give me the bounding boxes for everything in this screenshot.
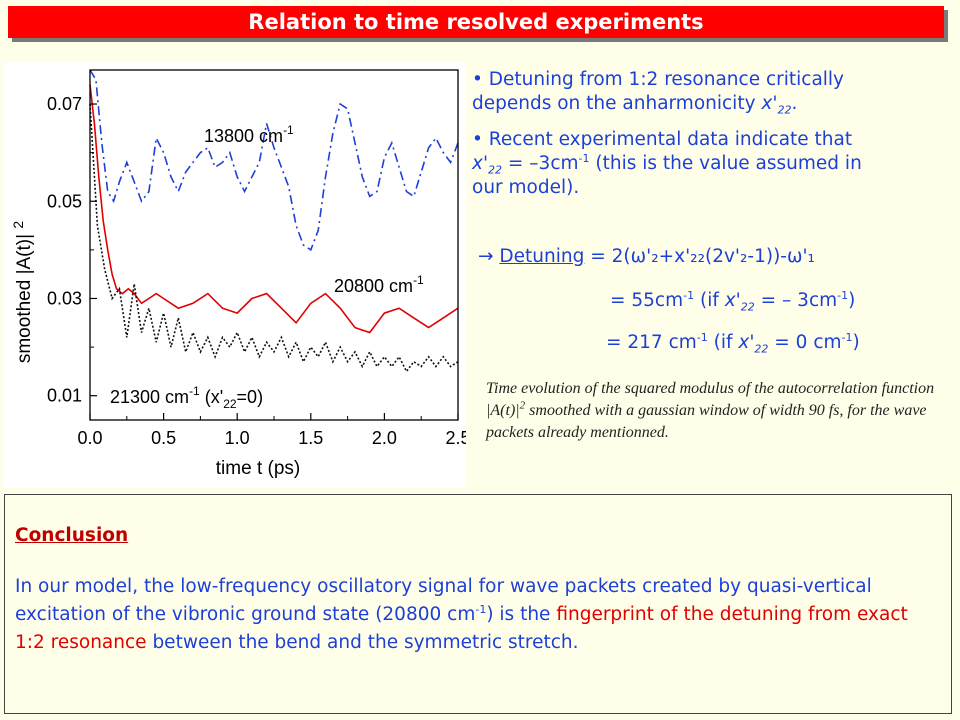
- bullet-list: • Detuning from 1:2 resonance critically…: [472, 68, 952, 212]
- series-line-1: [89, 84, 459, 334]
- y-tick-label-1: 0.03: [47, 288, 82, 308]
- conclusion-heading: Conclusion: [15, 525, 129, 546]
- bullet-1-line-1: Detuning from 1:2 resonance critically: [488, 69, 845, 90]
- caption-part-2: smoothed with a gaussian window of width…: [486, 402, 927, 441]
- conclusion-box: Conclusion In our model, the low-frequen…: [4, 494, 952, 714]
- bullet-2-mid: (this is the value assumed in: [595, 153, 862, 174]
- label-13800: 13800 cm-1: [204, 123, 294, 146]
- y-tick-label-3: 0.07: [47, 94, 82, 114]
- conclusion-text-1: In our model, the low-frequency oscillat…: [15, 576, 872, 625]
- series-line-0: [89, 69, 459, 252]
- detuning-value-2: = 217 cm-1 (if x'22 = 0 cm-1): [606, 330, 860, 356]
- label-20800: 20800 cm-1: [334, 273, 424, 296]
- detuning-word: Detuning: [499, 246, 585, 267]
- y-axis-label: smoothed |A(t)| 2: [10, 221, 35, 363]
- x-tick-label-4: 2.0: [372, 428, 397, 448]
- conclusion-red-text: fingerprint of the detuning from exact 1…: [15, 604, 908, 653]
- x-axis-label: time t (ps): [216, 458, 300, 479]
- detuning-formula: → Detuning = 2(ω'₂+x'₂₂(2v'₂-1))-ω'₁: [478, 246, 815, 267]
- bullet-2-line-3: our model).: [472, 177, 580, 198]
- label-21300: 21300 cm-1 (x'22=0): [110, 384, 263, 411]
- y-tick-label-2: 0.05: [47, 191, 82, 211]
- detuning-value-2-text: = 217 cm: [606, 332, 697, 353]
- slide-title: Relation to time resolved experiments: [8, 6, 944, 38]
- detuning-value-1-text: = 55cm: [610, 290, 684, 311]
- plot-frame: [89, 69, 459, 421]
- chart-svg: 0.0 0.5 1.0 1.5 2.0 2.5 0.01 0.03 0.05 0.07 time …: [10, 69, 471, 479]
- caption-part-1: Time evolution of the squared modulus of…: [486, 380, 935, 419]
- x-tick-label-2: 1.0: [225, 428, 250, 448]
- x-tick-label-1: 0.5: [151, 428, 176, 448]
- x-tick-label-5: 2.5: [445, 428, 466, 448]
- figure-caption: Time evolution of the squared modulus of…: [486, 380, 935, 441]
- bullet-2-line-1: Recent experimental data indicate that: [488, 129, 853, 150]
- x-tick-label-0: 0.0: [77, 428, 102, 448]
- conclusion-text-3: between the bend and the symmetric stret…: [152, 632, 579, 653]
- bullet-1-line-2: depends on the anharmonicity: [472, 93, 756, 114]
- conclusion-text-2: ) is the: [486, 604, 551, 625]
- bullet-2: • Recent experimental data indicate that…: [472, 129, 862, 198]
- bullet-1: • Detuning from 1:2 resonance critically…: [472, 69, 845, 117]
- y-tick-label-0: 0.01: [47, 386, 82, 406]
- chart-panel: 0.0 0.5 1.0 1.5 2.0 2.5 0.01 0.03 0.05 0.07 time …: [4, 62, 471, 488]
- x-tick-label-3: 1.5: [298, 428, 323, 448]
- detuning-rhs: = 2(ω'₂+x'₂₂(2v'₂-1))-ω'₁: [590, 246, 815, 267]
- detuning-value-1: = 55cm-1 (if x'22 = – 3cm-1): [610, 288, 856, 314]
- conclusion-text: In our model, the low-frequency oscillat…: [15, 576, 908, 653]
- arrow-icon: →: [478, 246, 494, 267]
- series-line-2: [89, 103, 459, 373]
